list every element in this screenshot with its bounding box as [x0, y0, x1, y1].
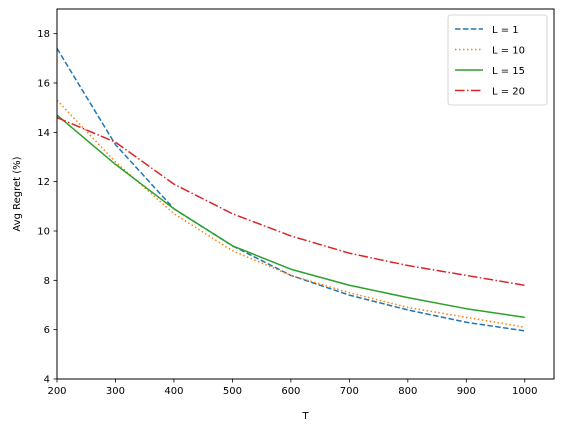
- legend-label-3: L = 15: [492, 66, 525, 77]
- plot-frame: [56, 8, 555, 380]
- y-tick-label: 18: [37, 29, 50, 40]
- legend-box: [447, 14, 548, 106]
- x-tick-label: 300: [106, 386, 125, 397]
- x-axis-title: T: [301, 411, 309, 422]
- y-tick-label: 14: [37, 128, 50, 139]
- y-tick-label: 16: [37, 79, 50, 90]
- legend-label-2: L = 10: [492, 46, 525, 57]
- y-tick-label: 6: [44, 325, 50, 336]
- x-tick-label: 1000: [512, 386, 537, 397]
- y-tick-label: 8: [44, 276, 50, 287]
- legend-label-4: L = 20: [492, 87, 525, 98]
- x-tick-label: 200: [47, 386, 66, 397]
- y-axis-ticks: 4 6 8 10 12 14 16 18: [37, 29, 57, 386]
- x-tick-label: 700: [340, 386, 359, 397]
- x-tick-label: 400: [164, 386, 183, 397]
- y-axis-title: Avg Regret (%): [12, 156, 23, 231]
- x-tick-label: 800: [398, 386, 417, 397]
- plot-content: [57, 48, 525, 332]
- legend-label-1: L = 1: [492, 25, 519, 36]
- x-tick-label: 500: [223, 386, 242, 397]
- legend: L = 1 L = 10 L = 15 L = 20: [447, 14, 548, 106]
- series-line-1: [57, 48, 525, 332]
- series-line-4: [57, 116, 525, 287]
- y-tick-label: 12: [37, 177, 50, 188]
- series-line-2: [57, 99, 525, 328]
- series-line-3: [57, 114, 525, 319]
- x-axis-ticks: 200 300 400 500 600 700 800 900 1000: [47, 379, 537, 397]
- y-tick-label: 10: [37, 227, 50, 238]
- x-tick-label: 900: [457, 386, 476, 397]
- y-tick-label: 4: [44, 375, 50, 386]
- x-tick-label: 600: [281, 386, 300, 397]
